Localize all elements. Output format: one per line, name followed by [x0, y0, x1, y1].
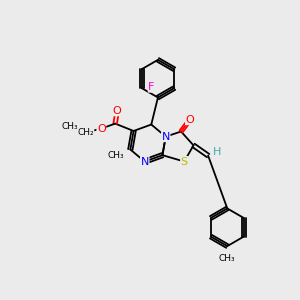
Text: H: H	[213, 147, 221, 157]
Text: CH₃: CH₃	[61, 122, 78, 131]
Text: CH₂: CH₂	[77, 128, 94, 137]
Text: S: S	[181, 157, 188, 166]
Text: N: N	[161, 132, 170, 142]
Text: CH₃: CH₃	[107, 152, 124, 160]
Text: O: O	[113, 106, 122, 116]
Text: N: N	[141, 157, 149, 166]
Text: O: O	[97, 124, 106, 134]
Text: F: F	[148, 82, 155, 92]
Text: CH₃: CH₃	[219, 254, 236, 263]
Text: O: O	[186, 115, 194, 124]
